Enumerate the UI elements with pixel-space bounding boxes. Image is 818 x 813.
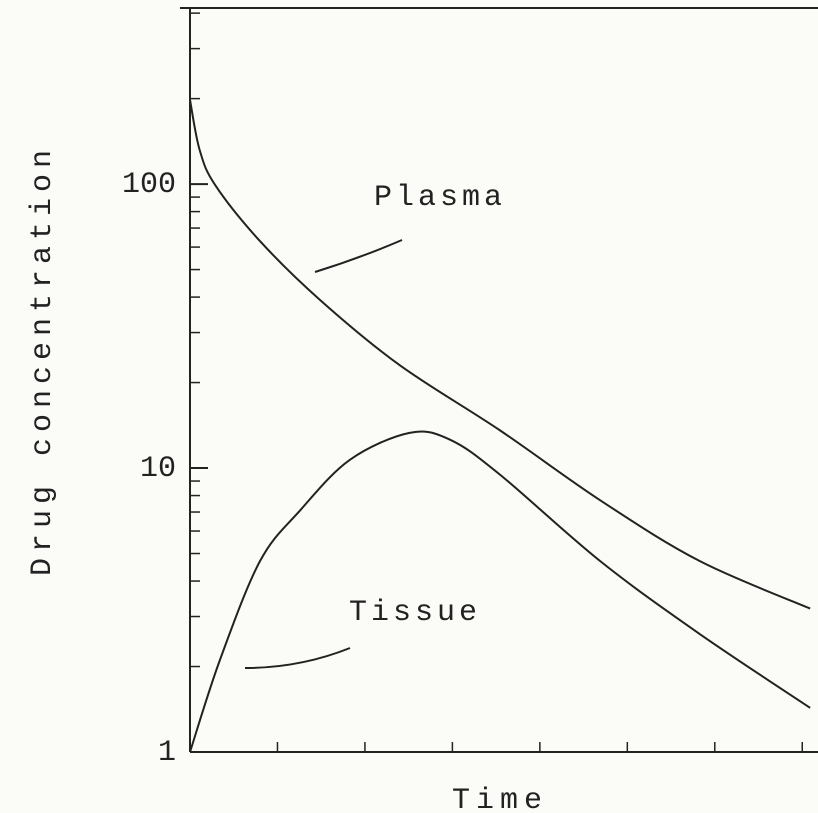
series-line: [189, 99, 811, 610]
y-tick-label: 1: [158, 736, 176, 770]
x-axis-title: Time: [452, 784, 548, 813]
y-axis-title: Drug concentration: [26, 144, 60, 576]
series-label: Plasma: [374, 181, 506, 215]
series-label: Tissue: [349, 596, 481, 630]
y-tick-label: 10: [140, 452, 176, 486]
label-arrow: [314, 239, 403, 273]
y-tick-label: 100: [122, 168, 176, 202]
series-line: [189, 430, 811, 753]
label-arrow: [244, 647, 351, 669]
